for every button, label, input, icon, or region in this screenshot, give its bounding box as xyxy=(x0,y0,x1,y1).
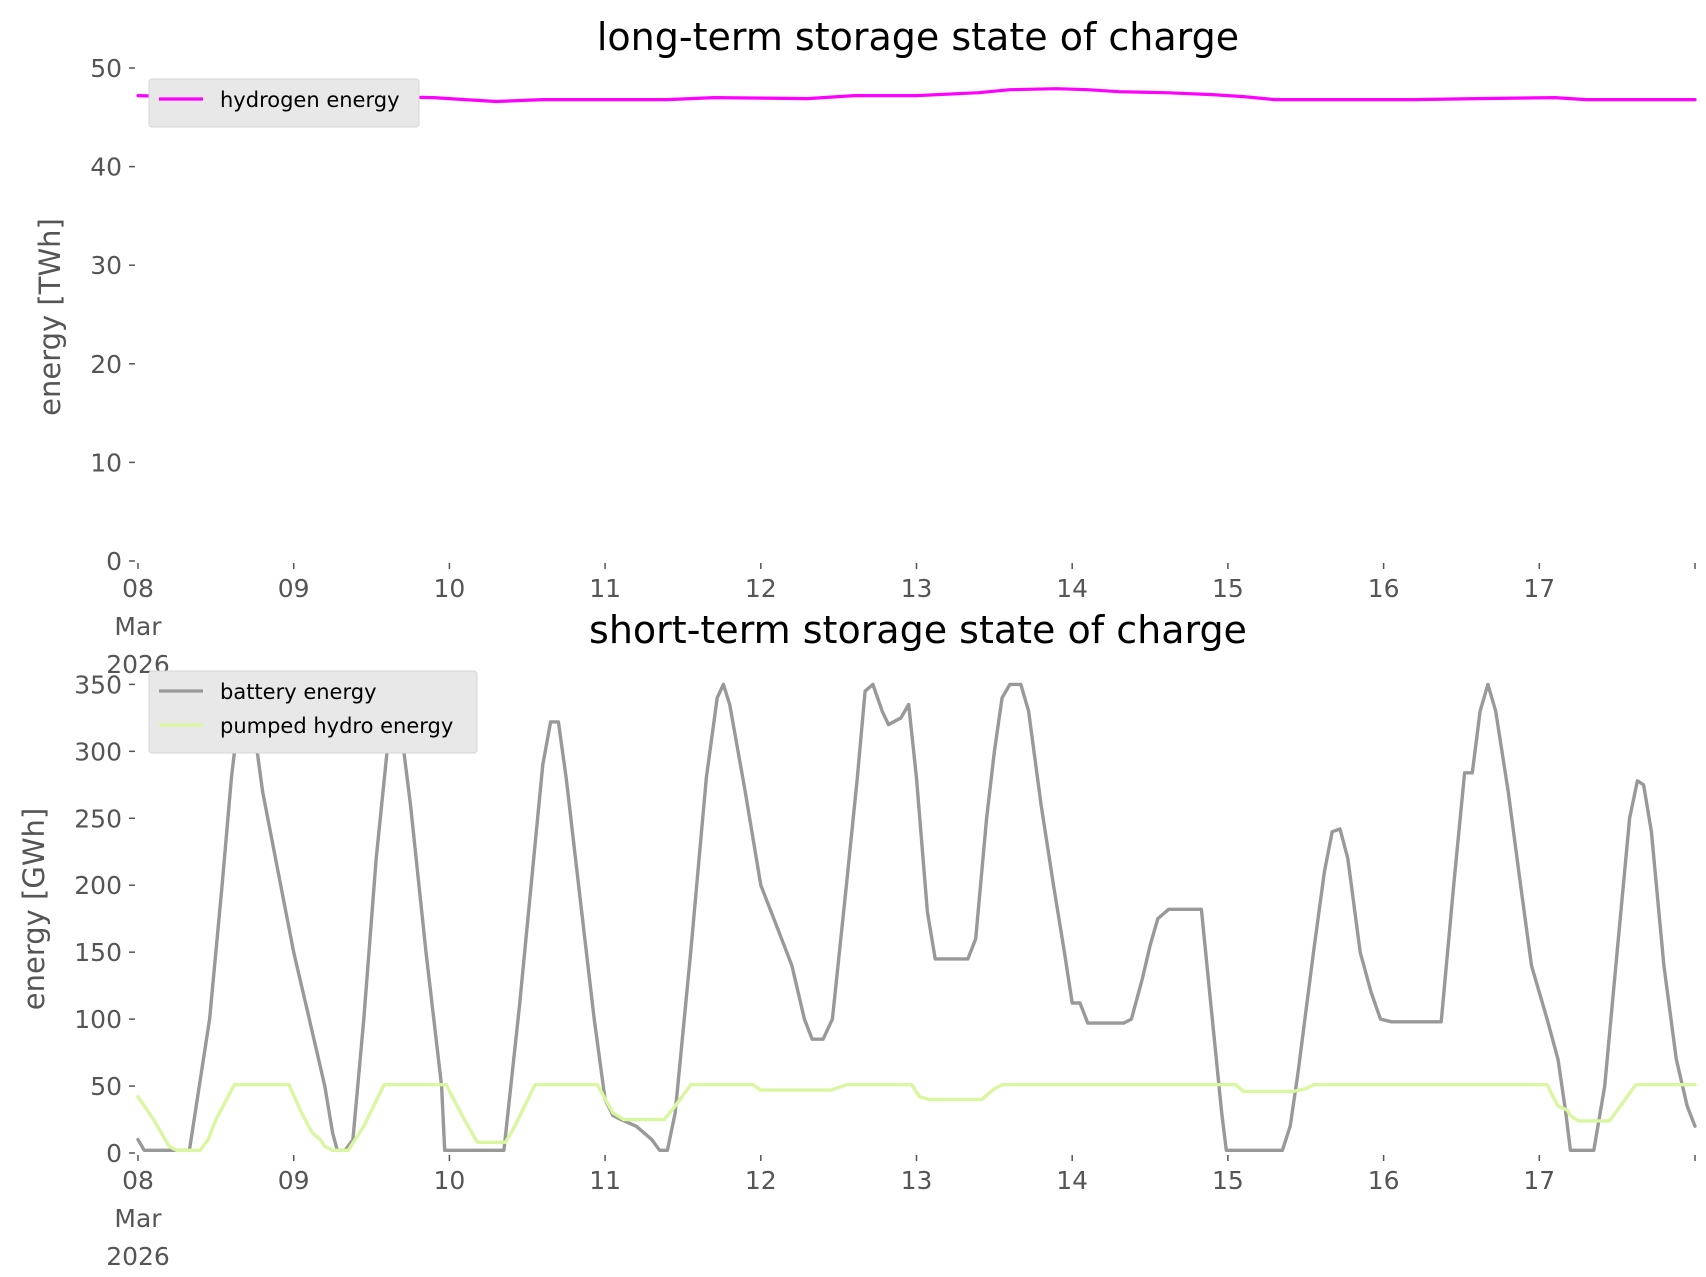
long-term-chart-legend: hydrogen energy xyxy=(148,78,420,128)
short-term-chart-x-tick-label: Mar xyxy=(114,1204,162,1233)
long-term-chart-y-axis-label: energy [TWh] xyxy=(33,218,67,416)
short-term-chart-y-tick-label: 100 xyxy=(74,1005,122,1034)
long-term-chart-y-tick-label: 30 xyxy=(90,251,122,280)
short-term-chart-y-tick-label: 150 xyxy=(74,938,122,967)
long-term-chart: long-term storage state of charge energy… xyxy=(33,15,1697,679)
long-term-chart-y-tick-label: 0 xyxy=(106,547,122,576)
short-term-chart-y-tick-label: 200 xyxy=(74,871,122,900)
long-term-chart-x-tick-label: 08 xyxy=(122,574,154,603)
long-term-chart-x-tick-label: 17 xyxy=(1523,574,1555,603)
short-term-chart-legend-label: battery energy xyxy=(220,680,377,704)
short-term-chart-y-tick-label: 0 xyxy=(106,1139,122,1168)
short-term-chart: short-term storage state of charge energ… xyxy=(17,608,1697,1271)
long-term-chart-title: long-term storage state of charge xyxy=(597,15,1239,59)
short-term-chart-x-tick-label: 14 xyxy=(1056,1166,1088,1195)
short-term-chart-series-pumped-hydro-energy xyxy=(136,1083,1697,1152)
short-term-chart-x-tick-label: 08 xyxy=(122,1166,154,1195)
short-term-chart-legend-label: pumped hydro energy xyxy=(220,714,453,738)
long-term-chart-series-hydrogen-energy xyxy=(136,87,1697,104)
long-term-chart-x-tick-label: 09 xyxy=(278,574,310,603)
long-term-chart-x-tick-label: 13 xyxy=(901,574,933,603)
short-term-chart-y-axis-label: energy [GWh] xyxy=(17,808,51,1010)
long-term-chart-lines xyxy=(136,87,1697,104)
long-term-chart-x-tick-label: 10 xyxy=(433,574,465,603)
short-term-chart-x-tick-label: 16 xyxy=(1368,1166,1400,1195)
short-term-chart-x-tick-label: 13 xyxy=(901,1166,933,1195)
long-term-chart-x-tick-label: Mar xyxy=(114,612,162,641)
long-term-chart-x-tick-label: 15 xyxy=(1212,574,1244,603)
short-term-chart-y-tick-label: 300 xyxy=(74,737,122,766)
long-term-chart-y-tick-label: 10 xyxy=(90,448,122,477)
short-term-chart-ticks: 0 50 100 150 200 250 300 350 08 Mar 2026 09 10 11 12 13… xyxy=(74,670,1696,1271)
long-term-chart-x-tick-label: 16 xyxy=(1368,574,1400,603)
short-term-chart-legend: battery energy pumped hydro energy xyxy=(148,670,478,754)
long-term-chart-x-tick-label: 14 xyxy=(1056,574,1088,603)
short-term-chart-y-tick-label: 50 xyxy=(90,1072,122,1101)
long-term-chart-x-tick-label: 12 xyxy=(745,574,777,603)
long-term-chart-y-tick-label: 20 xyxy=(90,350,122,379)
short-term-chart-title: short-term storage state of charge xyxy=(589,608,1247,652)
short-term-chart-x-tick-label: 10 xyxy=(433,1166,465,1195)
long-term-chart-legend-box xyxy=(148,78,420,128)
short-term-chart-x-tick-label: 11 xyxy=(589,1166,621,1195)
short-term-chart-x-tick-label: 17 xyxy=(1523,1166,1555,1195)
short-term-chart-legend-box xyxy=(148,670,478,754)
short-term-chart-x-tick-label: 09 xyxy=(278,1166,310,1195)
short-term-chart-x-tick-label: 15 xyxy=(1212,1166,1244,1195)
long-term-chart-x-tick-label: 11 xyxy=(589,574,621,603)
long-term-chart-y-tick-label: 50 xyxy=(90,54,122,83)
short-term-chart-y-tick-label: 250 xyxy=(74,804,122,833)
short-term-chart-x-tick-label: 2026 xyxy=(106,1242,170,1271)
short-term-chart-y-tick-label: 350 xyxy=(74,670,122,699)
long-term-chart-y-tick-label: 40 xyxy=(90,153,122,182)
short-term-chart-x-tick-label: 12 xyxy=(745,1166,777,1195)
long-term-chart-legend-label: hydrogen energy xyxy=(220,88,400,112)
